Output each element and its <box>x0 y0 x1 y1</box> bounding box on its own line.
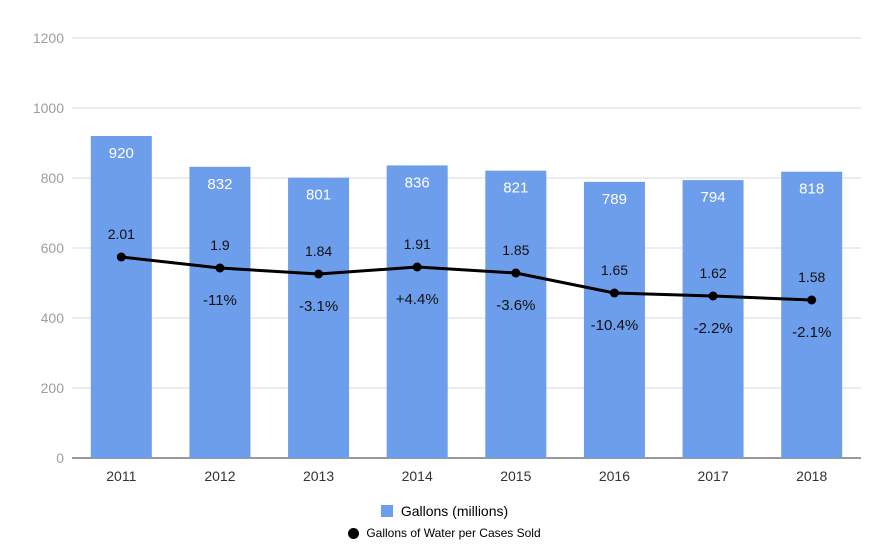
legend-item-bars: Gallons (millions) <box>0 503 889 519</box>
legend-item-line: Gallons of Water per Cases Sold <box>0 526 889 540</box>
change-label: -2.2% <box>693 320 732 337</box>
bar-value-label: 789 <box>602 191 627 208</box>
x-tick-label: 2012 <box>204 468 235 484</box>
bar-value-label: 920 <box>109 145 134 162</box>
bar <box>90 136 152 458</box>
series-line <box>121 255 812 302</box>
bar-value-label: 821 <box>503 180 528 197</box>
bar-value-label: 836 <box>405 174 430 191</box>
line-value-label: 1.9 <box>210 237 230 253</box>
x-tick-label: 2015 <box>500 468 531 484</box>
change-label: -3.6% <box>496 297 535 314</box>
x-tick-label: 2018 <box>796 468 827 484</box>
legend-label-line: Gallons of Water per Cases Sold <box>366 526 541 540</box>
line-point <box>116 252 126 262</box>
change-label: -2.1% <box>792 324 831 341</box>
x-tick-label: 2014 <box>402 468 433 484</box>
bar <box>386 165 448 458</box>
line-point <box>807 295 817 305</box>
line-point <box>609 288 619 298</box>
line-value-label: 1.84 <box>305 243 332 259</box>
bar <box>583 181 645 458</box>
y-tick-label: 200 <box>41 380 65 396</box>
line-point <box>511 268 521 278</box>
bar-value-label: 794 <box>701 189 726 206</box>
line-point <box>314 269 324 279</box>
change-label: -11% <box>203 292 237 309</box>
change-label: -10.4% <box>591 317 639 334</box>
line-point <box>412 262 422 272</box>
bar <box>288 177 350 458</box>
line-point <box>708 291 718 301</box>
line-value-label: 1.85 <box>502 242 529 258</box>
bar <box>781 171 843 458</box>
line-value-label: 1.91 <box>404 236 431 252</box>
x-tick-label: 2017 <box>697 468 728 484</box>
line-point <box>215 263 225 273</box>
line-value-label: 2.01 <box>108 226 135 242</box>
y-tick-label: 1200 <box>33 30 64 46</box>
bar-value-label: 832 <box>207 176 232 193</box>
bar <box>189 166 251 459</box>
line-value-label: 1.65 <box>601 262 628 278</box>
change-label: -3.1% <box>299 298 338 315</box>
line-value-label: 1.58 <box>798 269 825 285</box>
y-tick-label: 800 <box>41 170 65 186</box>
x-tick-label: 2013 <box>303 468 334 484</box>
legend-swatch-line <box>348 527 360 539</box>
change-label: +4.4% <box>396 291 439 308</box>
bar <box>485 170 547 458</box>
x-tick-label: 2011 <box>106 468 136 484</box>
y-tick-label: 600 <box>41 240 65 256</box>
x-tick-label: 2016 <box>599 468 630 484</box>
bar <box>682 180 744 458</box>
bar-value-label: 818 <box>799 181 824 198</box>
y-tick-label: 0 <box>56 450 64 466</box>
legend-swatch-bars <box>380 505 393 517</box>
line-value-label: 1.62 <box>699 265 726 281</box>
legend-label-bars: Gallons (millions) <box>400 503 509 519</box>
y-tick-label: 1000 <box>33 100 64 116</box>
y-tick-label: 400 <box>41 310 65 326</box>
bar-value-label: 801 <box>306 187 331 204</box>
